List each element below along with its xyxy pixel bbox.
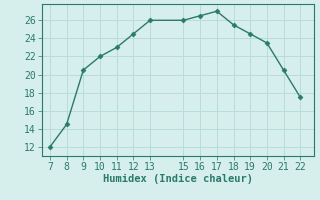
X-axis label: Humidex (Indice chaleur): Humidex (Indice chaleur) [103, 174, 252, 184]
